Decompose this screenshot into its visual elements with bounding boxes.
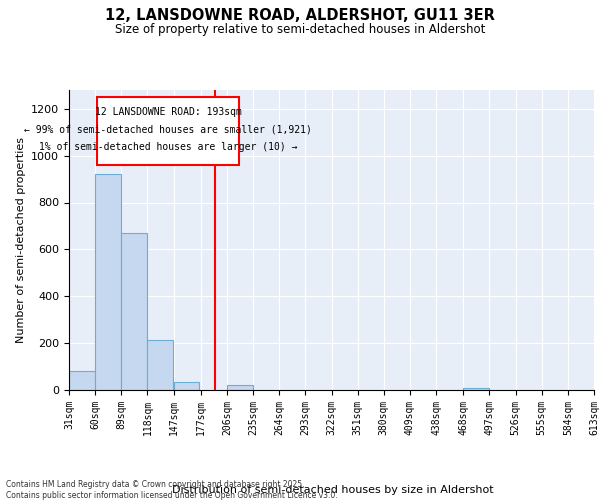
Bar <box>173 382 199 390</box>
Bar <box>121 233 147 390</box>
Bar <box>227 386 253 390</box>
Text: Distribution of semi-detached houses by size in Aldershot: Distribution of semi-detached houses by … <box>172 485 494 495</box>
Bar <box>69 371 95 390</box>
Text: 12, LANSDOWNE ROAD, ALDERSHOT, GU11 3ER: 12, LANSDOWNE ROAD, ALDERSHOT, GU11 3ER <box>105 8 495 22</box>
Text: ← 99% of semi-detached houses are smaller (1,921): ← 99% of semi-detached houses are smalle… <box>24 125 312 135</box>
FancyBboxPatch shape <box>97 97 239 165</box>
Bar <box>95 174 121 390</box>
Text: Contains HM Land Registry data © Crown copyright and database right 2025.
Contai: Contains HM Land Registry data © Crown c… <box>6 480 338 500</box>
Text: Size of property relative to semi-detached houses in Aldershot: Size of property relative to semi-detach… <box>115 22 485 36</box>
Bar <box>463 388 489 390</box>
Y-axis label: Number of semi-detached properties: Number of semi-detached properties <box>16 137 26 343</box>
Text: 1% of semi-detached houses are larger (10) →: 1% of semi-detached houses are larger (1… <box>39 142 298 152</box>
Text: 12 LANSDOWNE ROAD: 193sqm: 12 LANSDOWNE ROAD: 193sqm <box>95 108 242 118</box>
Bar <box>148 340 173 390</box>
